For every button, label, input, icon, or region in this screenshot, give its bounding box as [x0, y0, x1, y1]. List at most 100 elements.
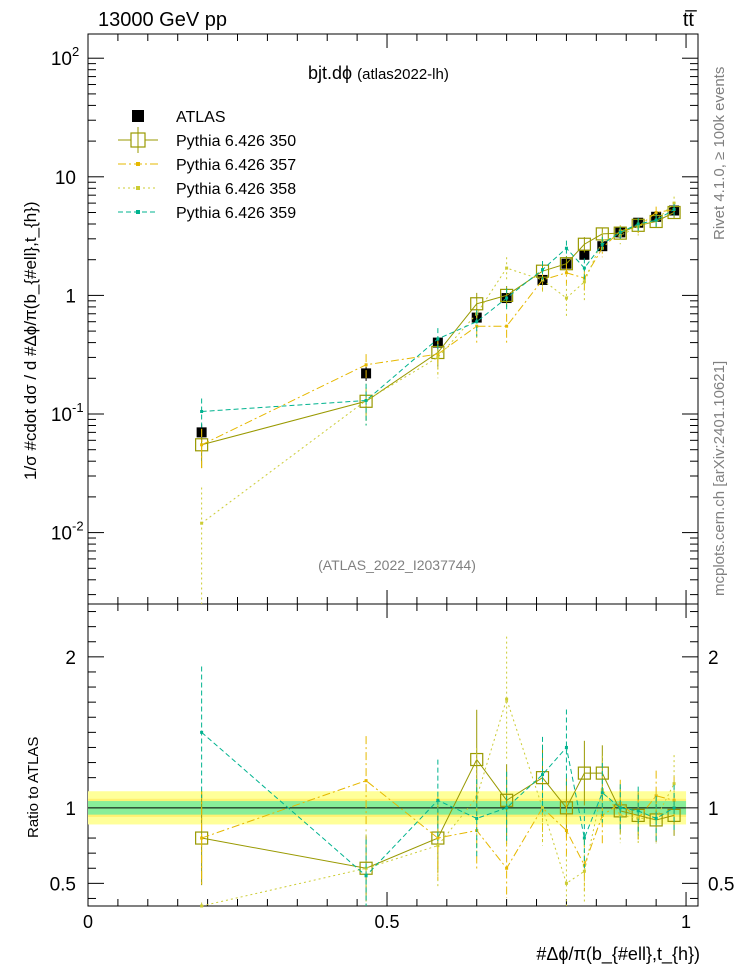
chart-title: bjt.dϕ (atlas2022-lh): [308, 63, 449, 83]
y-tick-label-exponent: -1: [72, 400, 84, 415]
ratio-tick-label-right: 1: [708, 799, 719, 820]
series-marker-ratio: [672, 806, 676, 810]
ratio-tick-label: 0.5: [50, 874, 76, 895]
series-marker-ratio: [200, 730, 204, 734]
series-marker-main: [364, 398, 368, 402]
series-marker-main: [564, 246, 568, 250]
series-marker-ratio: [654, 816, 658, 820]
analysis-id: (ATLAS_2022_I2037744): [318, 557, 476, 573]
series-marker-main: [582, 280, 586, 284]
series-marker-ratio: [564, 745, 568, 749]
ratio-tick-label-right: 0.5: [708, 874, 734, 895]
ratio-plot-frame: [87, 603, 699, 907]
rivet-label: Rivet 4.1.0, ≥ 100k events: [711, 67, 728, 240]
series-marker-main: [654, 218, 658, 222]
series-marker-main: [654, 211, 658, 215]
x-axis-label: #Δϕ/π(b_{#ell},t_{h}): [536, 944, 700, 965]
process-label: tt̅: [683, 9, 697, 31]
series-marker-ratio: [541, 773, 545, 777]
series-marker-ratio: [582, 869, 586, 873]
series-marker-main: [636, 222, 640, 226]
legend-label: Pythia 6.426 357: [176, 157, 296, 174]
series-marker-ratio: [364, 874, 368, 878]
y-tick-label: 1: [65, 286, 76, 307]
chart-title-main: bjt.dϕ: [308, 63, 352, 83]
series-marker-ratio: [436, 844, 440, 848]
y-tick-label: 10: [51, 524, 72, 545]
legend-label: Pythia 6.426 358: [176, 181, 296, 198]
series-marker-ratio: [436, 798, 440, 802]
y-tick-label: 10: [55, 168, 76, 189]
y-tick-label: 10: [51, 405, 72, 426]
series-marker-main: [577, 237, 591, 251]
series-marker-ratio: [505, 697, 509, 701]
ratio-y-axis-label: Ratio to ATLAS: [25, 737, 42, 838]
legend: ATLAS Pythia 6.426 350 Pythia 6.426 357 Pyt…: [118, 109, 296, 222]
series-marker-ratio: [564, 829, 568, 832]
series-marker-ratio: [618, 806, 622, 810]
series-layer: [195, 196, 681, 908]
series-marker-ratio: [505, 806, 509, 810]
legend-marker: [136, 162, 140, 166]
series-marker-ratio: [541, 806, 545, 810]
series-marker-ratio: [200, 904, 204, 908]
series-marker-main: [200, 409, 204, 413]
series-marker-ratio: [618, 813, 622, 817]
legend-label: Pythia 6.426 359: [176, 205, 296, 222]
series-marker-main: [541, 268, 545, 272]
series-marker-ratio: [582, 836, 586, 840]
series-marker-main: [200, 443, 204, 447]
series-marker-main: [600, 242, 604, 246]
series-marker-ratio: [600, 791, 604, 795]
series-marker-main: [564, 296, 568, 300]
series-marker-ratio: [672, 782, 676, 786]
series-marker-ratio: [436, 836, 440, 840]
ratio-tick-label-right: 2: [708, 648, 719, 669]
x-tick-label: 0: [83, 912, 93, 932]
atlas-point: [579, 249, 590, 260]
series-marker-ratio: [636, 809, 640, 813]
y-axis-label: 1/σ #cdot dσ / d #Δϕ/π(b_{#ell},t_{h}): [21, 201, 40, 480]
y-tick-label-exponent: 2: [72, 44, 79, 59]
series-marker-main: [505, 266, 509, 270]
series-marker-ratio: [475, 816, 479, 820]
y-tick-label: 10: [51, 49, 72, 70]
mcplots-label: mcplots.cern.ch [arXiv:2401.10621]: [711, 361, 728, 596]
series-marker-ratio: [564, 881, 568, 885]
y-tick-label-exponent: -2: [72, 519, 84, 534]
series-4: [200, 203, 676, 906]
x-tick-label: 0.5: [375, 912, 400, 932]
series-marker-main: [436, 337, 440, 341]
series-marker-ratio: [505, 866, 509, 870]
series-marker-main: [582, 266, 586, 270]
ratio-tick-label: 2: [65, 648, 76, 669]
series-marker-main: [364, 363, 368, 367]
series-marker-main: [505, 296, 509, 300]
legend-label: ATLAS: [176, 109, 226, 126]
chart-title-suffix: (atlas2022-lh): [357, 66, 449, 83]
energy-label: 13000 GeV pp: [98, 9, 227, 31]
series-marker-ratio: [654, 794, 658, 798]
series-marker-ratio: [577, 766, 591, 780]
legend-marker-atlas: [132, 110, 144, 122]
ratio-band-layer: [88, 791, 687, 825]
series-marker-main: [470, 297, 484, 311]
legend-label: Pythia 6.426 350: [176, 133, 296, 150]
x-tick-label: 1: [681, 912, 691, 932]
series-marker-main: [672, 208, 676, 212]
ratio-tick-label: 1: [65, 799, 76, 820]
legend-marker: [136, 186, 140, 190]
series-marker-main: [672, 201, 676, 205]
series-marker-main: [475, 320, 479, 324]
series-marker-main: [564, 271, 568, 275]
series-marker-ratio: [364, 779, 368, 783]
series-marker-main: [436, 355, 440, 359]
series-marker-main: [505, 324, 509, 328]
series-marker-main: [200, 521, 204, 525]
series-marker-main: [618, 230, 622, 234]
legend-marker: [136, 210, 140, 214]
series-marker-ratio: [200, 836, 204, 840]
series-marker-ratio: [636, 816, 640, 820]
